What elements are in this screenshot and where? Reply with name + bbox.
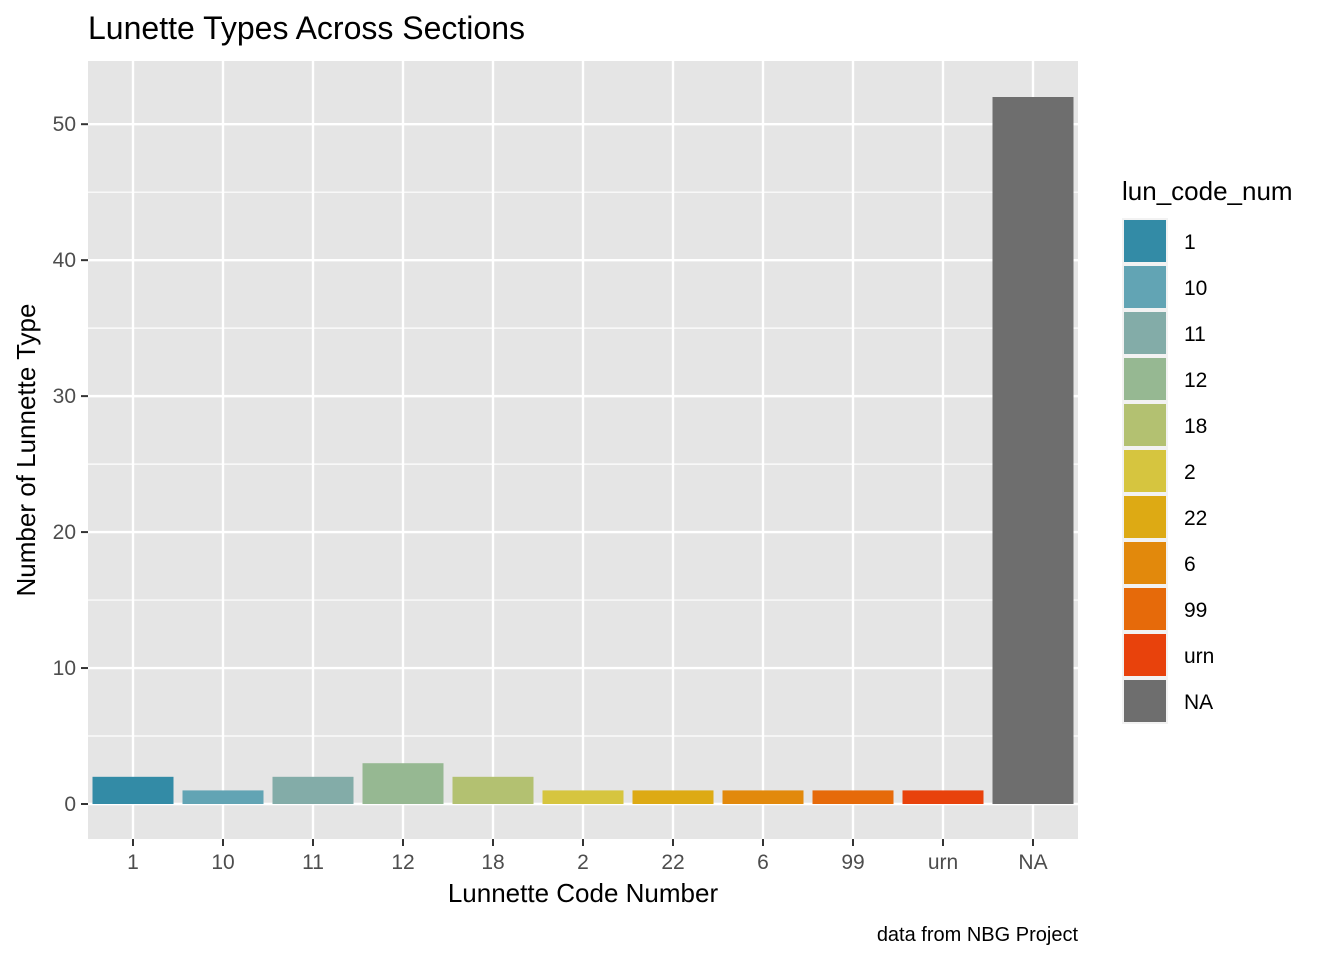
y-tick-label: 40 [53,249,76,272]
x-axis: 1 10 11 12 18 2 22 6 99 urn NA [127,839,1048,874]
y-axis: 0 10 20 30 40 50 [53,113,88,816]
legend-swatch [1124,634,1166,676]
legend-label: urn [1184,645,1214,668]
x-tick-label: 99 [841,851,864,874]
y-tick-label: 30 [53,385,76,408]
bar-1 [92,776,174,804]
legend-title: lun_code_num [1122,176,1293,206]
y-tick-label: 50 [53,113,76,136]
y-tick-label: 10 [53,657,76,680]
x-tick-label: 2 [577,851,589,874]
bar-NA [992,97,1074,804]
legend-label: 2 [1184,461,1196,484]
y-axis-title: Number of Lunnette Type [11,304,41,597]
bar-urn [902,790,984,804]
y-tick-label: 0 [64,793,76,816]
legend-label: NA [1184,691,1213,714]
legend-label: 11 [1184,323,1206,346]
bars-group [92,97,1074,804]
bar-10 [182,790,264,804]
bar-99 [812,790,894,804]
legend-label: 22 [1184,507,1207,530]
legend-swatch [1124,404,1166,446]
x-tick-label: NA [1018,851,1047,874]
x-tick-label: 1 [127,851,139,874]
x-tick-label: urn [928,851,958,874]
legend-label: 6 [1184,553,1196,576]
y-tick-label: 20 [53,521,76,544]
x-tick-label: 12 [391,851,414,874]
legend-swatch [1124,496,1166,538]
chart-caption: data from NBG Project [877,924,1079,946]
legend-swatch [1124,358,1166,400]
legend-swatch [1124,542,1166,584]
x-tick-label: 6 [757,851,769,874]
x-tick-label: 18 [481,851,504,874]
legend-label: 12 [1184,369,1207,392]
x-tick-label: 11 [302,851,324,874]
chart-title: Lunette Types Across Sections [88,10,525,46]
bar-12 [362,763,444,804]
bar-18 [452,776,534,804]
legend-swatch [1124,588,1166,630]
bar-6 [722,790,804,804]
legend-swatch [1124,450,1166,492]
legend-label: 10 [1184,277,1207,300]
legend-label: 99 [1184,599,1207,622]
bar-11 [272,776,354,804]
legend-swatch [1124,680,1166,722]
legend-label: 18 [1184,415,1207,438]
legend-swatch [1124,266,1166,308]
legend-label: 1 [1184,231,1196,254]
bar-22 [632,790,714,804]
x-tick-label: 22 [661,851,684,874]
legend-swatch [1124,220,1166,262]
x-axis-title: Lunnette Code Number [448,878,719,908]
legend-swatch [1124,312,1166,354]
bar-2 [542,790,624,804]
x-tick-label: 10 [211,851,234,874]
